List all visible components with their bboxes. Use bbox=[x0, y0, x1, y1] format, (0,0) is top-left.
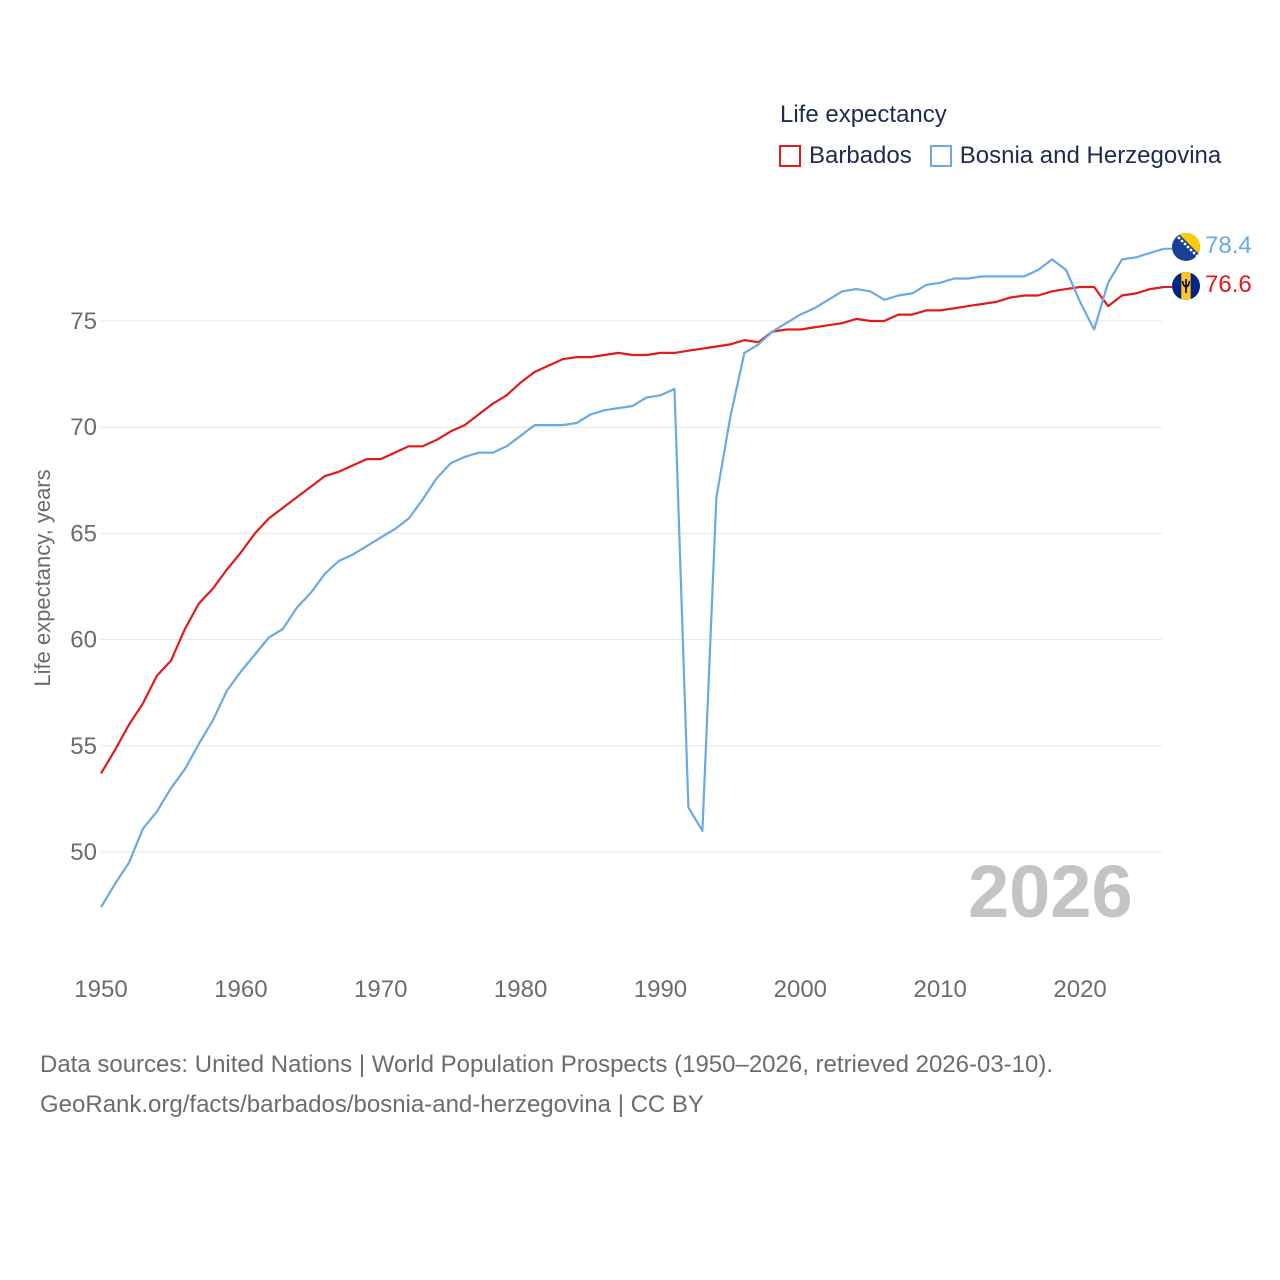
y-axis-ticks: 50 55 60 65 70 75 bbox=[70, 308, 97, 866]
bosnia-end-value: 78.4 bbox=[1205, 232, 1252, 259]
x-tick-label: 2010 bbox=[914, 976, 967, 1003]
x-tick-label: 1990 bbox=[634, 976, 687, 1003]
legend-swatch-bosnia bbox=[929, 145, 952, 167]
current-year-display: 2026 bbox=[968, 850, 1133, 933]
x-tick-label: 1960 bbox=[214, 976, 267, 1003]
x-axis-ticks: 1950 1960 1970 1980 1990 2000 2010 2020 bbox=[74, 976, 1106, 1003]
bosnia-flag-icon bbox=[1172, 233, 1200, 261]
y-tick-label: 75 bbox=[70, 308, 97, 335]
legend: Barbados Bosnia and Herzegovina bbox=[779, 142, 1239, 170]
legend-item-bosnia[interactable]: Bosnia and Herzegovina bbox=[929, 142, 1222, 170]
x-tick-label: 2020 bbox=[1053, 976, 1106, 1003]
y-axis-label: Life expectancy, years bbox=[30, 469, 55, 686]
y-tick-label: 50 bbox=[70, 839, 97, 866]
footer-sources: Data sources: United Nations | World Pop… bbox=[40, 1051, 1054, 1078]
y-tick-label: 70 bbox=[70, 414, 97, 441]
series-line-bosnia-and-herzegovina[interactable] bbox=[100, 247, 1165, 908]
footer-url[interactable]: GeoRank.org/facts/barbados/bosnia-and-he… bbox=[40, 1091, 704, 1118]
x-tick-label: 2000 bbox=[774, 976, 827, 1003]
y-tick-label: 55 bbox=[70, 733, 97, 760]
barbados-flag-icon bbox=[1172, 272, 1200, 300]
barbados-end-value: 76.6 bbox=[1205, 271, 1252, 298]
legend-label-barbados: Barbados bbox=[809, 142, 912, 169]
y-tick-label: 65 bbox=[70, 520, 97, 547]
footer: Data sources: United Nations | World Pop… bbox=[40, 1045, 1053, 1125]
legend-item-barbados[interactable]: Barbados bbox=[779, 142, 912, 170]
y-tick-label: 60 bbox=[70, 627, 97, 654]
x-tick-label: 1970 bbox=[354, 976, 407, 1003]
legend-label-bosnia: Bosnia and Herzegovina bbox=[959, 142, 1222, 169]
legend-title: Life expectancy bbox=[780, 101, 947, 128]
legend-swatch-barbados bbox=[779, 145, 801, 167]
series-lines bbox=[100, 247, 1172, 908]
series-line-barbados[interactable] bbox=[100, 285, 1165, 774]
x-tick-label: 1950 bbox=[74, 976, 127, 1003]
x-tick-label: 1980 bbox=[494, 976, 547, 1003]
gridlines bbox=[101, 320, 1162, 853]
